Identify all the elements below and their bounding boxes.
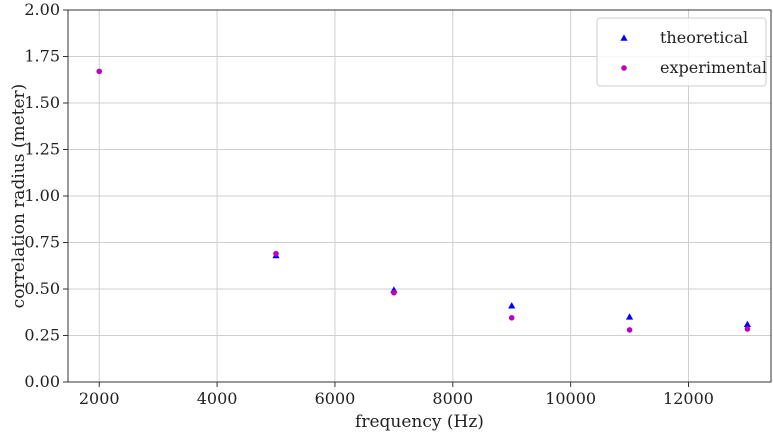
y-tick-label: 0.75: [24, 233, 60, 252]
experimental-point: [273, 250, 279, 257]
y-axis-label: correlation radius (meter): [9, 84, 29, 309]
y-tick-label: 2.00: [24, 0, 60, 19]
x-tick-label: 6000: [315, 389, 356, 408]
x-tick-label: 8000: [432, 389, 473, 408]
legend-box: [596, 17, 767, 87]
legend-marker-theoretical: [620, 34, 628, 41]
theoretical-point: [743, 320, 752, 328]
experimental-point: [391, 289, 397, 296]
y-tick-label: 0.25: [24, 326, 60, 345]
y-tick-label: 1.75: [24, 47, 60, 66]
legend-marker-experimental: [621, 65, 627, 71]
theoretical-point: [508, 302, 516, 309]
axis-ticks: 2000 4000 6000 8000 10000 12000 0.00 0.25 0.50 0.…: [24, 0, 714, 408]
theoretical-point: [625, 313, 634, 320]
x-tick-label: 4000: [197, 389, 238, 408]
x-axis-label: frequency (Hz): [355, 412, 484, 432]
legend: theoretical experimental: [596, 17, 767, 87]
x-tick-label: 2000: [79, 389, 120, 408]
y-tick-label: 1.00: [24, 186, 60, 205]
y-tick-label: 0.50: [24, 279, 60, 298]
legend-label-theoretical: theoretical: [660, 28, 748, 47]
y-tick-label: 1.50: [24, 93, 60, 112]
data-points: [96, 68, 752, 333]
y-tick-label: 0.00: [24, 372, 60, 391]
experimental-point: [626, 327, 633, 333]
x-tick-label: 12000: [663, 389, 714, 408]
experimental-point: [744, 326, 751, 332]
experimental-point: [96, 68, 103, 75]
experimental-point: [508, 315, 515, 321]
y-tick-label: 1.25: [24, 140, 60, 159]
x-tick-label: 10000: [545, 389, 596, 408]
legend-label-experimental: experimental: [660, 58, 767, 77]
